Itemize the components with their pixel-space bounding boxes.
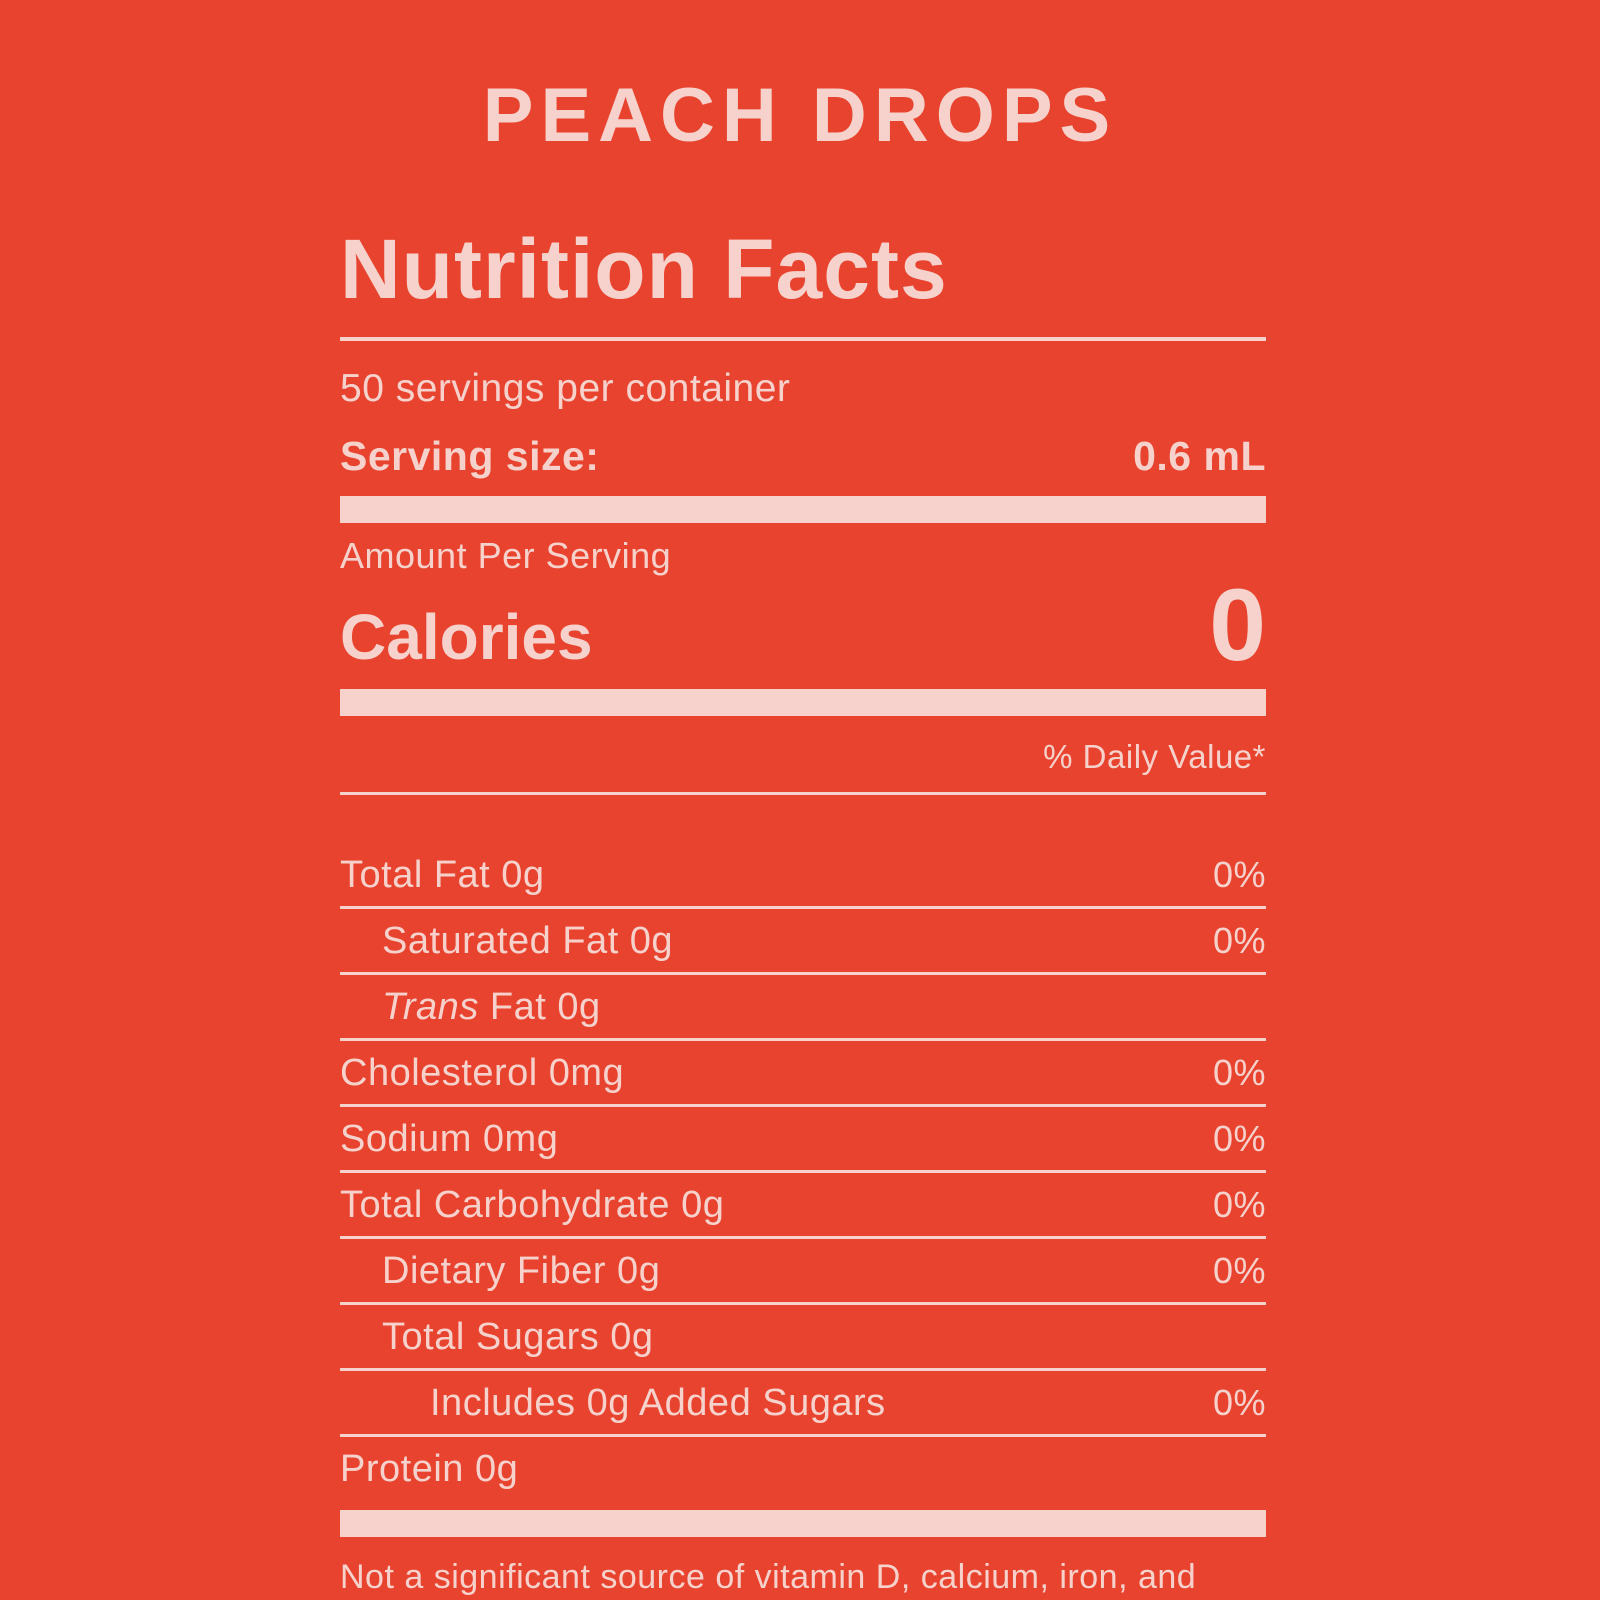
nutrient-name: Cholesterol 0mg (340, 1051, 625, 1094)
nutrient-row-sodium: Sodium 0mg 0% (340, 1107, 1266, 1173)
divider-bar-top (340, 496, 1266, 523)
nutrient-row-cholesterol: Cholesterol 0mg 0% (340, 1041, 1266, 1107)
calories-row: Calories 0 (340, 568, 1266, 682)
serving-size-label: Serving size: (340, 433, 600, 479)
not-significant-note: Not a significant source of vitamin D, c… (340, 1555, 1266, 1600)
nutrient-daily-value: 0% (1212, 1381, 1266, 1423)
product-title: PEACH DROPS (482, 73, 1118, 158)
nutrition-facts-panel: Nutrition Facts 50 servings per containe… (340, 227, 1266, 1600)
serving-size-value: 0.6 mL (1133, 433, 1266, 479)
daily-value-header: % Daily Value* (340, 738, 1266, 795)
divider-bar-calories (340, 688, 1266, 716)
nutrient-row-total-carbohydrate: Total Carbohydrate 0g 0% (340, 1173, 1266, 1239)
nutrient-name: Sodium 0mg (340, 1117, 559, 1160)
nutrient-row-protein: Protein 0g (340, 1437, 1266, 1500)
nutrient-name: Saturated Fat 0g (382, 919, 674, 962)
nutrient-name: Total Sugars 0g (382, 1315, 654, 1358)
nutrient-row-dietary-fiber: Dietary Fiber 0g 0% (340, 1239, 1266, 1305)
calories-label: Calories (340, 601, 593, 674)
nutrient-name: Dietary Fiber 0g (382, 1249, 661, 1292)
nutrient-row-total-sugars: Total Sugars 0g (340, 1305, 1266, 1371)
nutrition-facts-title: Nutrition Facts (340, 227, 1266, 341)
nutrient-rows: Total Fat 0g 0% Saturated Fat 0g 0% Tran… (340, 843, 1266, 1500)
calories-value: 0 (1209, 568, 1266, 682)
amount-per-serving-label: Amount Per Serving (340, 535, 672, 576)
serving-size-row: Serving size: 0.6 mL (340, 433, 1266, 480)
nutrient-daily-value: 0% (1212, 919, 1266, 961)
nutrient-daily-value: 0% (1212, 1051, 1266, 1093)
nutrient-row-trans-fat: Trans Fat 0g (340, 975, 1266, 1041)
nutrient-row-total-fat: Total Fat 0g 0% (340, 843, 1266, 909)
divider-bar-bottom (340, 1509, 1266, 1537)
nutrient-name: Total Carbohydrate 0g (340, 1183, 725, 1226)
nutrient-daily-value: 0% (1212, 1183, 1266, 1225)
nutrient-row-saturated-fat: Saturated Fat 0g 0% (340, 909, 1266, 975)
nutrient-name: Trans Fat 0g (382, 985, 601, 1028)
nutrient-row-added-sugars: Includes 0g Added Sugars 0% (340, 1371, 1266, 1437)
nutrient-daily-value: 0% (1212, 1117, 1266, 1159)
nutrient-daily-value: 0% (1212, 853, 1266, 895)
nutrient-name: Protein 0g (340, 1447, 519, 1490)
servings-per-container: 50 servings per container (340, 367, 791, 410)
nutrient-name: Includes 0g Added Sugars (430, 1381, 886, 1424)
trans-italic: Trans (382, 985, 479, 1028)
nutrient-daily-value: 0% (1212, 1249, 1266, 1291)
nutrient-name: Total Fat 0g (340, 853, 545, 896)
